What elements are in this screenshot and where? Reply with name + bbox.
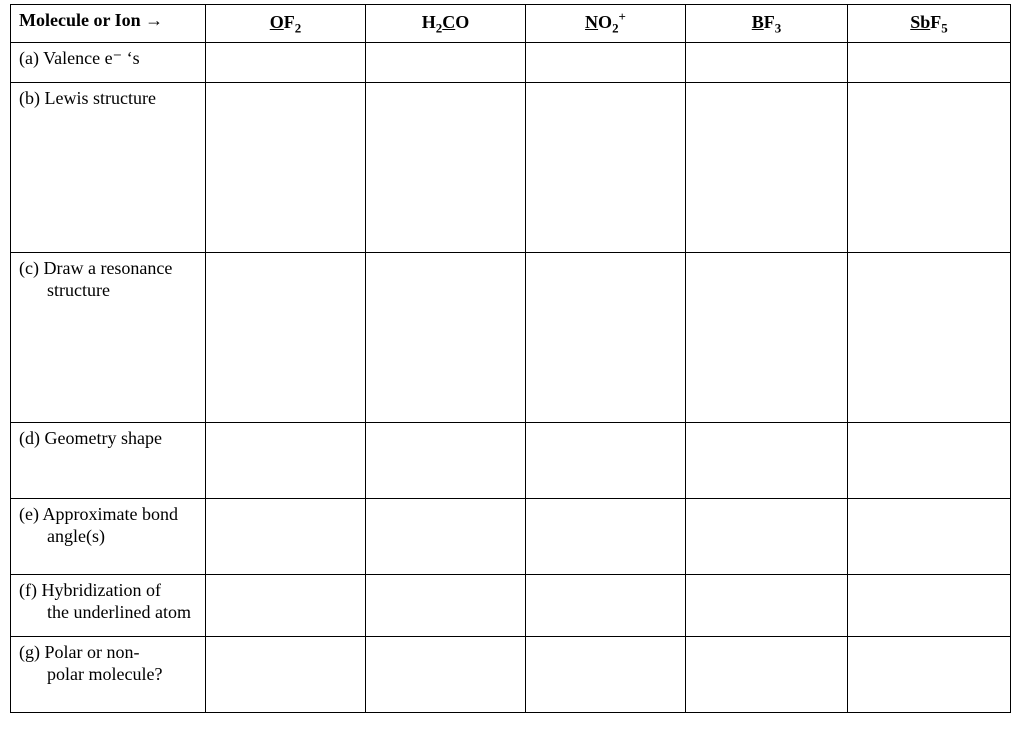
col-header-label: SbF5: [910, 12, 948, 32]
col-header-SbF5: SbF5: [848, 5, 1011, 43]
cell-g-3: [686, 636, 848, 712]
cell-e-2: [526, 498, 686, 574]
cell-e-1: [366, 498, 526, 574]
table-row: (b) Lewis structure: [11, 82, 1011, 252]
col-header-NO2plus: NO2+: [526, 5, 686, 43]
col-header-label: OF2: [270, 12, 302, 32]
row-label-line1: (g) Polar or non-: [19, 642, 139, 662]
cell-g-2: [526, 636, 686, 712]
col-header-label: H2CO: [422, 12, 470, 32]
cell-b-3: [686, 82, 848, 252]
row-label-line2: angle(s): [19, 525, 197, 548]
table-row: (a) Valence e⁻ ‘s: [11, 42, 1011, 82]
cell-g-4: [848, 636, 1011, 712]
cell-f-0: [206, 574, 366, 636]
cell-c-3: [686, 252, 848, 422]
table-row: (g) Polar or non-polar molecule?: [11, 636, 1011, 712]
col-header-BF3: BF3: [686, 5, 848, 43]
row-label-c: (c) Draw a resonancestructure: [11, 252, 206, 422]
col-header-label: NO2+: [585, 12, 626, 32]
row-label-line2: the underlined atom: [19, 601, 197, 624]
cell-a-2: [526, 42, 686, 82]
cell-d-0: [206, 422, 366, 498]
molecule-worksheet-table: Molecule or Ion → OF2 H2CO NO2+: [10, 4, 1011, 713]
cell-a-0: [206, 42, 366, 82]
cell-d-4: [848, 422, 1011, 498]
row-label-line2: structure: [19, 279, 197, 302]
row-label-line1: (c) Draw a resonance: [19, 258, 172, 278]
row-label-e: (e) Approximate bondangle(s): [11, 498, 206, 574]
row-label-d: (d) Geometry shape: [11, 422, 206, 498]
row-label-line1: (d) Geometry shape: [19, 428, 162, 448]
cell-b-4: [848, 82, 1011, 252]
table-row: (c) Draw a resonancestructure: [11, 252, 1011, 422]
cell-e-3: [686, 498, 848, 574]
cell-d-3: [686, 422, 848, 498]
cell-f-2: [526, 574, 686, 636]
arrow-icon: →: [145, 10, 163, 30]
cell-a-4: [848, 42, 1011, 82]
table-row: (d) Geometry shape: [11, 422, 1011, 498]
col-header-OF2: OF2: [206, 5, 366, 43]
cell-b-2: [526, 82, 686, 252]
cell-f-3: [686, 574, 848, 636]
cell-d-1: [366, 422, 526, 498]
row-label-line1: (a) Valence e⁻ ‘s: [19, 48, 140, 68]
page-wrapper: Molecule or Ion → OF2 H2CO NO2+: [0, 0, 1024, 723]
row-label-f: (f) Hybridization ofthe underlined atom: [11, 574, 206, 636]
cell-b-0: [206, 82, 366, 252]
cell-c-4: [848, 252, 1011, 422]
row-label-line1: (f) Hybridization of: [19, 580, 161, 600]
col-header-H2CO: H2CO: [366, 5, 526, 43]
cell-a-1: [366, 42, 526, 82]
cell-c-2: [526, 252, 686, 422]
row-label-a: (a) Valence e⁻ ‘s: [11, 42, 206, 82]
table-corner-header: Molecule or Ion →: [11, 5, 206, 43]
col-header-label: BF3: [752, 12, 782, 32]
cell-e-0: [206, 498, 366, 574]
corner-label-text: Molecule or Ion: [19, 10, 145, 30]
table-row: (e) Approximate bondangle(s): [11, 498, 1011, 574]
cell-b-1: [366, 82, 526, 252]
row-label-line1: (e) Approximate bond: [19, 504, 178, 524]
cell-f-1: [366, 574, 526, 636]
row-label-b: (b) Lewis structure: [11, 82, 206, 252]
cell-f-4: [848, 574, 1011, 636]
cell-a-3: [686, 42, 848, 82]
cell-d-2: [526, 422, 686, 498]
cell-g-0: [206, 636, 366, 712]
table-row: (f) Hybridization ofthe underlined atom: [11, 574, 1011, 636]
row-label-line2: polar molecule?: [19, 663, 197, 686]
cell-c-0: [206, 252, 366, 422]
cell-g-1: [366, 636, 526, 712]
row-label-line1: (b) Lewis structure: [19, 88, 156, 108]
cell-c-1: [366, 252, 526, 422]
row-label-g: (g) Polar or non-polar molecule?: [11, 636, 206, 712]
cell-e-4: [848, 498, 1011, 574]
